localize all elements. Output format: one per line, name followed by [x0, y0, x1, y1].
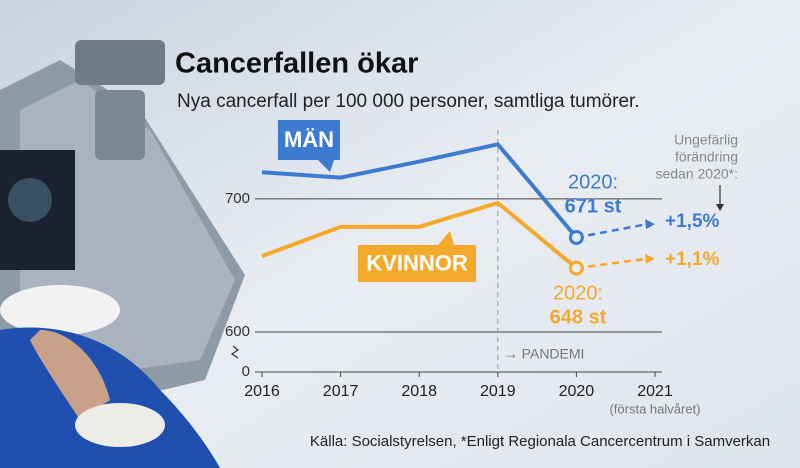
axis-break [230, 345, 240, 359]
series-line [261, 142, 578, 239]
series-label: MÄN [284, 127, 334, 152]
change-note: Ungefärlig [674, 132, 738, 148]
value-label: 648 st [550, 306, 607, 328]
x-tick-label: 2020 [559, 383, 595, 400]
y-tick-label: 0 [242, 363, 250, 380]
series-label-pointer [438, 231, 454, 245]
value-prefix: 2020: [568, 171, 618, 193]
x-tick-label: 2018 [401, 383, 437, 400]
series-label-pointer [318, 160, 334, 172]
change-label: +1,1% [665, 249, 720, 270]
photo [0, 40, 245, 468]
projection-arrow [645, 219, 655, 230]
y-tick-label: 600 [225, 323, 250, 340]
y-tick-label: 700 [225, 190, 250, 207]
series-label-box [358, 245, 476, 282]
value-prefix: 2020: [553, 282, 603, 304]
series-label-box [278, 120, 340, 160]
projection-arrow [645, 253, 655, 264]
series-label: KVINNOR [366, 250, 468, 275]
x-note: (första halvåret) [609, 401, 700, 416]
x-tick-label: 2016 [244, 383, 280, 400]
x-tick-label: 2017 [323, 383, 359, 400]
change-label: +1,5% [665, 211, 720, 232]
chart-title: Cancerfallen ökar [175, 48, 418, 80]
chart-subtitle: Nya cancerfall per 100 000 personer, sam… [177, 91, 640, 112]
event-label: → PANDEMI [504, 346, 585, 362]
source: Källa: Socialstyrelsen, *Enligt Regional… [310, 433, 770, 450]
note-arrow-head [716, 204, 724, 211]
change-note: förändring [675, 149, 738, 165]
series-line [261, 200, 578, 270]
x-tick-label: 2021 [637, 383, 673, 400]
value-label: 671 st [565, 195, 622, 217]
change-note: sedan 2020*: [655, 166, 738, 182]
end-point [568, 260, 584, 276]
x-tick-label: 2019 [480, 383, 516, 400]
end-point [568, 229, 584, 245]
